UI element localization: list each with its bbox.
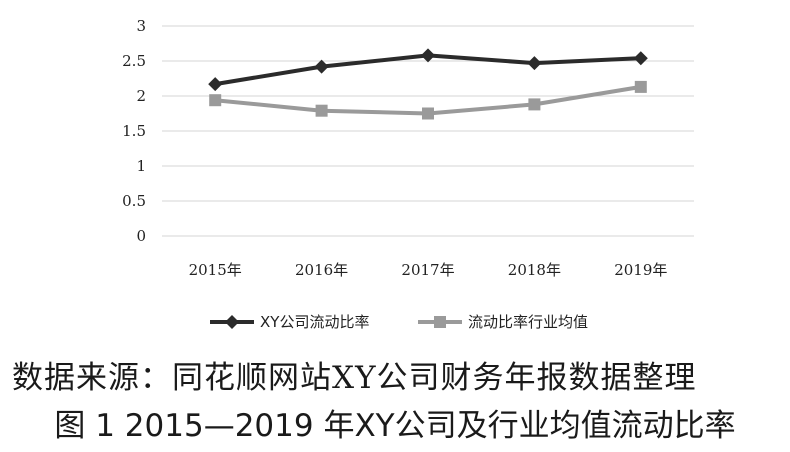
data-point (422, 107, 434, 120)
legend-swatch-marker (225, 315, 239, 329)
data-point (208, 77, 223, 92)
y-tick-label: 2 (136, 87, 146, 105)
y-tick-label: 0.5 (122, 192, 146, 210)
data-point (209, 94, 222, 107)
legend-entry: XY公司流动比率 (210, 313, 369, 331)
legend: XY公司流动比率 流动比率行业均值 (210, 313, 588, 331)
legend-label: XY公司流动比率 (260, 313, 369, 331)
line-chart: 00.511.522.53 2015年 2016年 2017年 2018年 2019年 … (122, 17, 694, 331)
data-point (314, 59, 329, 74)
y-tick-label: 3 (136, 17, 146, 35)
y-tick-label: 0 (136, 227, 146, 245)
y-tick-label: 1 (136, 157, 146, 175)
data-point (527, 56, 542, 71)
data-point (633, 51, 648, 66)
legend-label: 流动比率行业均值 (468, 313, 588, 331)
legend-swatch-marker (434, 316, 446, 328)
series-group (208, 48, 648, 120)
x-tick-label: 2016年 (295, 261, 348, 279)
series-1 (209, 80, 647, 120)
figure-caption: 图 1 2015—2019 年XY公司及行业均值流动比率 (54, 408, 736, 444)
x-tick-label: 2015年 (189, 261, 242, 279)
x-tick-label: 2018年 (508, 261, 561, 279)
data-point (528, 98, 541, 111)
x-tick-label: 2017年 (401, 261, 454, 279)
data-point (634, 80, 647, 93)
data-point (421, 48, 435, 63)
data-point (315, 104, 328, 117)
x-axis-ticks: 2015年 2016年 2017年 2018年 2019年 (189, 261, 668, 279)
y-tick-label: 1.5 (122, 122, 146, 140)
y-tick-label: 2.5 (122, 52, 146, 70)
source-note: 数据来源：同花顺网站XY公司财务年报数据整理 (12, 360, 697, 396)
legend-entry: 流动比率行业均值 (418, 313, 588, 331)
series-0 (208, 48, 648, 92)
x-tick-label: 2019年 (614, 261, 667, 279)
y-axis-ticks: 0 0.5 1 1.5 2 2.5 3 (122, 17, 146, 245)
